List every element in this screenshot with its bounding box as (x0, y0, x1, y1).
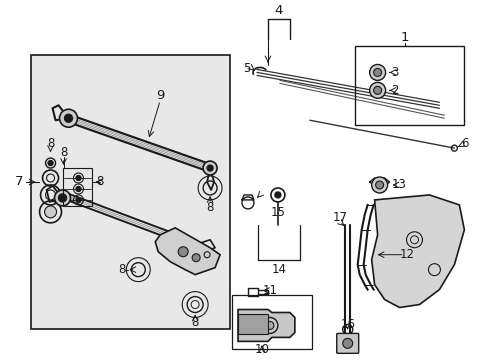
Circle shape (76, 176, 81, 180)
Text: 8: 8 (97, 175, 104, 189)
FancyBboxPatch shape (336, 333, 358, 353)
Text: 8: 8 (119, 263, 126, 276)
Text: 11: 11 (262, 284, 277, 297)
Circle shape (375, 181, 383, 189)
Circle shape (59, 194, 66, 202)
Polygon shape (155, 228, 220, 275)
Text: 15: 15 (270, 206, 285, 219)
Text: 14: 14 (271, 263, 286, 276)
Polygon shape (238, 310, 294, 341)
Bar (238, 315, 267, 334)
Text: 8: 8 (60, 145, 67, 159)
Text: 12: 12 (399, 248, 414, 261)
Bar (354, 45, 464, 125)
Text: 6: 6 (461, 137, 468, 150)
Circle shape (342, 338, 352, 348)
Circle shape (371, 177, 387, 193)
Circle shape (373, 68, 381, 76)
Circle shape (192, 254, 200, 262)
Text: 1: 1 (400, 31, 408, 44)
Text: 16: 16 (340, 318, 354, 331)
Circle shape (44, 206, 57, 218)
Text: 3: 3 (390, 66, 397, 79)
Circle shape (203, 161, 217, 175)
Text: 8: 8 (206, 201, 213, 215)
Circle shape (48, 161, 53, 166)
Circle shape (55, 190, 70, 206)
Circle shape (373, 86, 381, 94)
Circle shape (274, 192, 280, 198)
Text: 13: 13 (391, 179, 406, 192)
Circle shape (369, 82, 385, 98)
Text: 8: 8 (47, 137, 54, 150)
Circle shape (369, 64, 385, 80)
Circle shape (76, 186, 81, 192)
Bar (232, 294, 311, 349)
Text: 7: 7 (14, 175, 23, 189)
Circle shape (60, 109, 77, 127)
Text: 4: 4 (274, 4, 283, 17)
Text: 9: 9 (156, 89, 164, 102)
Circle shape (207, 165, 213, 171)
Polygon shape (371, 195, 464, 307)
Bar (62, 168, 92, 206)
Text: 2: 2 (390, 84, 398, 97)
Text: 8: 8 (191, 316, 199, 329)
Text: 17: 17 (331, 211, 346, 224)
Circle shape (76, 197, 81, 202)
Bar (31, 55, 229, 329)
Circle shape (64, 114, 72, 122)
Text: 5: 5 (243, 62, 250, 75)
Circle shape (246, 319, 259, 330)
Circle shape (265, 321, 273, 329)
Circle shape (178, 247, 188, 257)
Text: 10: 10 (254, 343, 269, 356)
